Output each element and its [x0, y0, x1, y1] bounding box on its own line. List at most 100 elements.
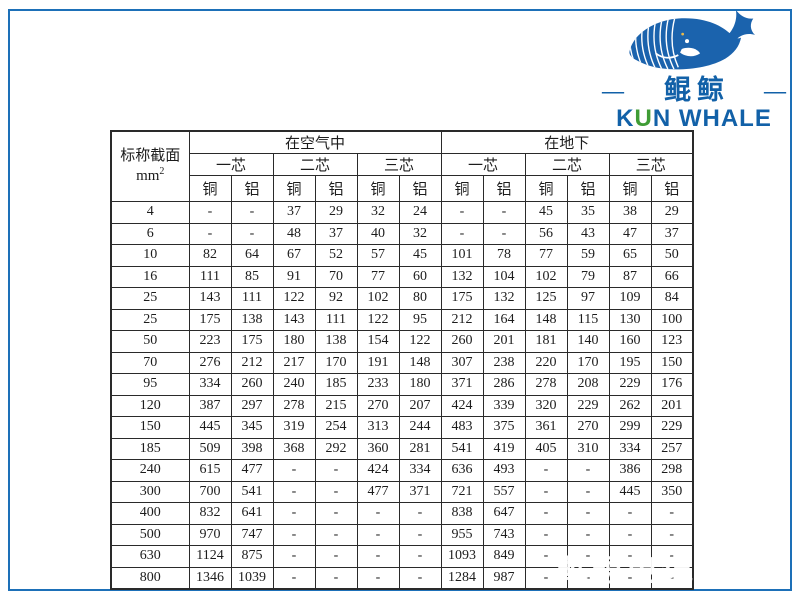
logo-cn-text: 鲲鲸: [664, 75, 730, 105]
size-cell: 630: [110, 545, 190, 568]
value-cell: 319: [272, 416, 316, 439]
table-row: 70 276 212 217 170 191 148 307 238 220 170 195 150: [110, 351, 694, 374]
value-cell: 240: [272, 373, 316, 396]
value-cell: -: [524, 523, 568, 546]
value-cell: 424: [440, 394, 484, 417]
value-cell: 92: [314, 287, 358, 310]
value-cell: 212: [230, 351, 274, 374]
material-header: 铜: [272, 175, 316, 202]
value-cell: 386: [608, 459, 652, 482]
value-cell: 270: [356, 394, 400, 417]
value-cell: 292: [314, 437, 358, 460]
value-cell: 310: [566, 437, 610, 460]
value-cell: -: [398, 545, 442, 568]
value-cell: 111: [314, 308, 358, 331]
value-cell: 123: [650, 330, 694, 353]
value-cell: 838: [440, 502, 484, 525]
table-row: 25 175 138 143 111 122 95 212 164 148 115 130 100: [110, 308, 694, 331]
value-cell: 45: [524, 201, 568, 224]
value-cell: 345: [230, 416, 274, 439]
value-cell: 297: [230, 394, 274, 417]
value-cell: 40: [356, 222, 400, 245]
value-cell: 175: [230, 330, 274, 353]
value-cell: 260: [230, 373, 274, 396]
core-header: 一芯: [188, 153, 274, 176]
value-cell: 360: [356, 437, 400, 460]
value-cell: -: [314, 502, 358, 525]
value-cell: 647: [482, 502, 526, 525]
value-cell: 1039: [230, 566, 274, 590]
size-cell: 4: [110, 201, 190, 224]
value-cell: 59: [566, 244, 610, 267]
value-cell: -: [272, 480, 316, 503]
value-cell: 405: [524, 437, 568, 460]
material-header: 铜: [440, 175, 484, 202]
core-header: 二芯: [524, 153, 610, 176]
value-cell: -: [524, 502, 568, 525]
value-cell: 286: [482, 373, 526, 396]
table-row: 500 970 747- - - -955 743- - - -: [110, 523, 694, 546]
value-cell: -: [398, 523, 442, 546]
core-header: 一芯: [440, 153, 526, 176]
value-cell: -: [314, 545, 358, 568]
value-cell: 37: [272, 201, 316, 224]
value-cell: 334: [608, 437, 652, 460]
value-cell: 138: [314, 330, 358, 353]
value-cell: 125: [524, 287, 568, 310]
size-cell: 70: [110, 351, 190, 374]
logo-english-name: KUN WHALE: [602, 105, 786, 133]
value-cell: 254: [314, 416, 358, 439]
value-cell: 180: [272, 330, 316, 353]
value-cell: 148: [398, 351, 442, 374]
value-cell: 143: [272, 308, 316, 331]
value-cell: 350: [650, 480, 694, 503]
material-header: 铜: [188, 175, 232, 202]
size-cell: 6: [110, 222, 190, 245]
value-cell: 445: [608, 480, 652, 503]
whale-icon: [629, 9, 756, 70]
value-cell: 368: [272, 437, 316, 460]
value-cell: 130: [608, 308, 652, 331]
value-cell: -: [566, 459, 610, 482]
table-row: 95 334 260 240 185 233 180 371 286 278 208 229 176: [110, 373, 694, 396]
value-cell: -: [566, 523, 610, 546]
value-cell: 80: [398, 287, 442, 310]
value-cell: 29: [650, 201, 694, 224]
value-cell: 150: [650, 351, 694, 374]
corner-header-cell: 标称截面 mm2: [110, 130, 190, 202]
core-header: 三芯: [608, 153, 694, 176]
value-cell: 85: [230, 265, 274, 288]
size-cell: 240: [110, 459, 190, 482]
value-cell: -: [230, 201, 274, 224]
size-cell: 95: [110, 373, 190, 396]
value-cell: 95: [398, 308, 442, 331]
value-cell: 122: [398, 330, 442, 353]
size-cell: 800: [110, 566, 190, 590]
value-cell: 747: [230, 523, 274, 546]
value-cell: 207: [398, 394, 442, 417]
material-header: 铝: [482, 175, 526, 202]
value-cell: -: [272, 459, 316, 482]
value-cell: -: [230, 222, 274, 245]
value-cell: 100: [650, 308, 694, 331]
value-cell: 111: [230, 287, 274, 310]
value-cell: 278: [272, 394, 316, 417]
value-cell: 371: [440, 373, 484, 396]
value-cell: 66: [650, 265, 694, 288]
value-cell: 320: [524, 394, 568, 417]
value-cell: -: [188, 201, 232, 224]
value-cell: -: [314, 566, 358, 590]
value-cell: 339: [482, 394, 526, 417]
value-cell: 111: [188, 265, 232, 288]
value-cell: -: [188, 222, 232, 245]
size-cell: 25: [110, 287, 190, 310]
value-cell: 148: [524, 308, 568, 331]
value-cell: 140: [566, 330, 610, 353]
value-cell: 65: [608, 244, 652, 267]
value-cell: 170: [314, 351, 358, 374]
value-cell: 91: [272, 265, 316, 288]
value-cell: -: [398, 502, 442, 525]
value-cell: -: [608, 545, 652, 568]
value-cell: 201: [482, 330, 526, 353]
value-cell: 229: [566, 394, 610, 417]
